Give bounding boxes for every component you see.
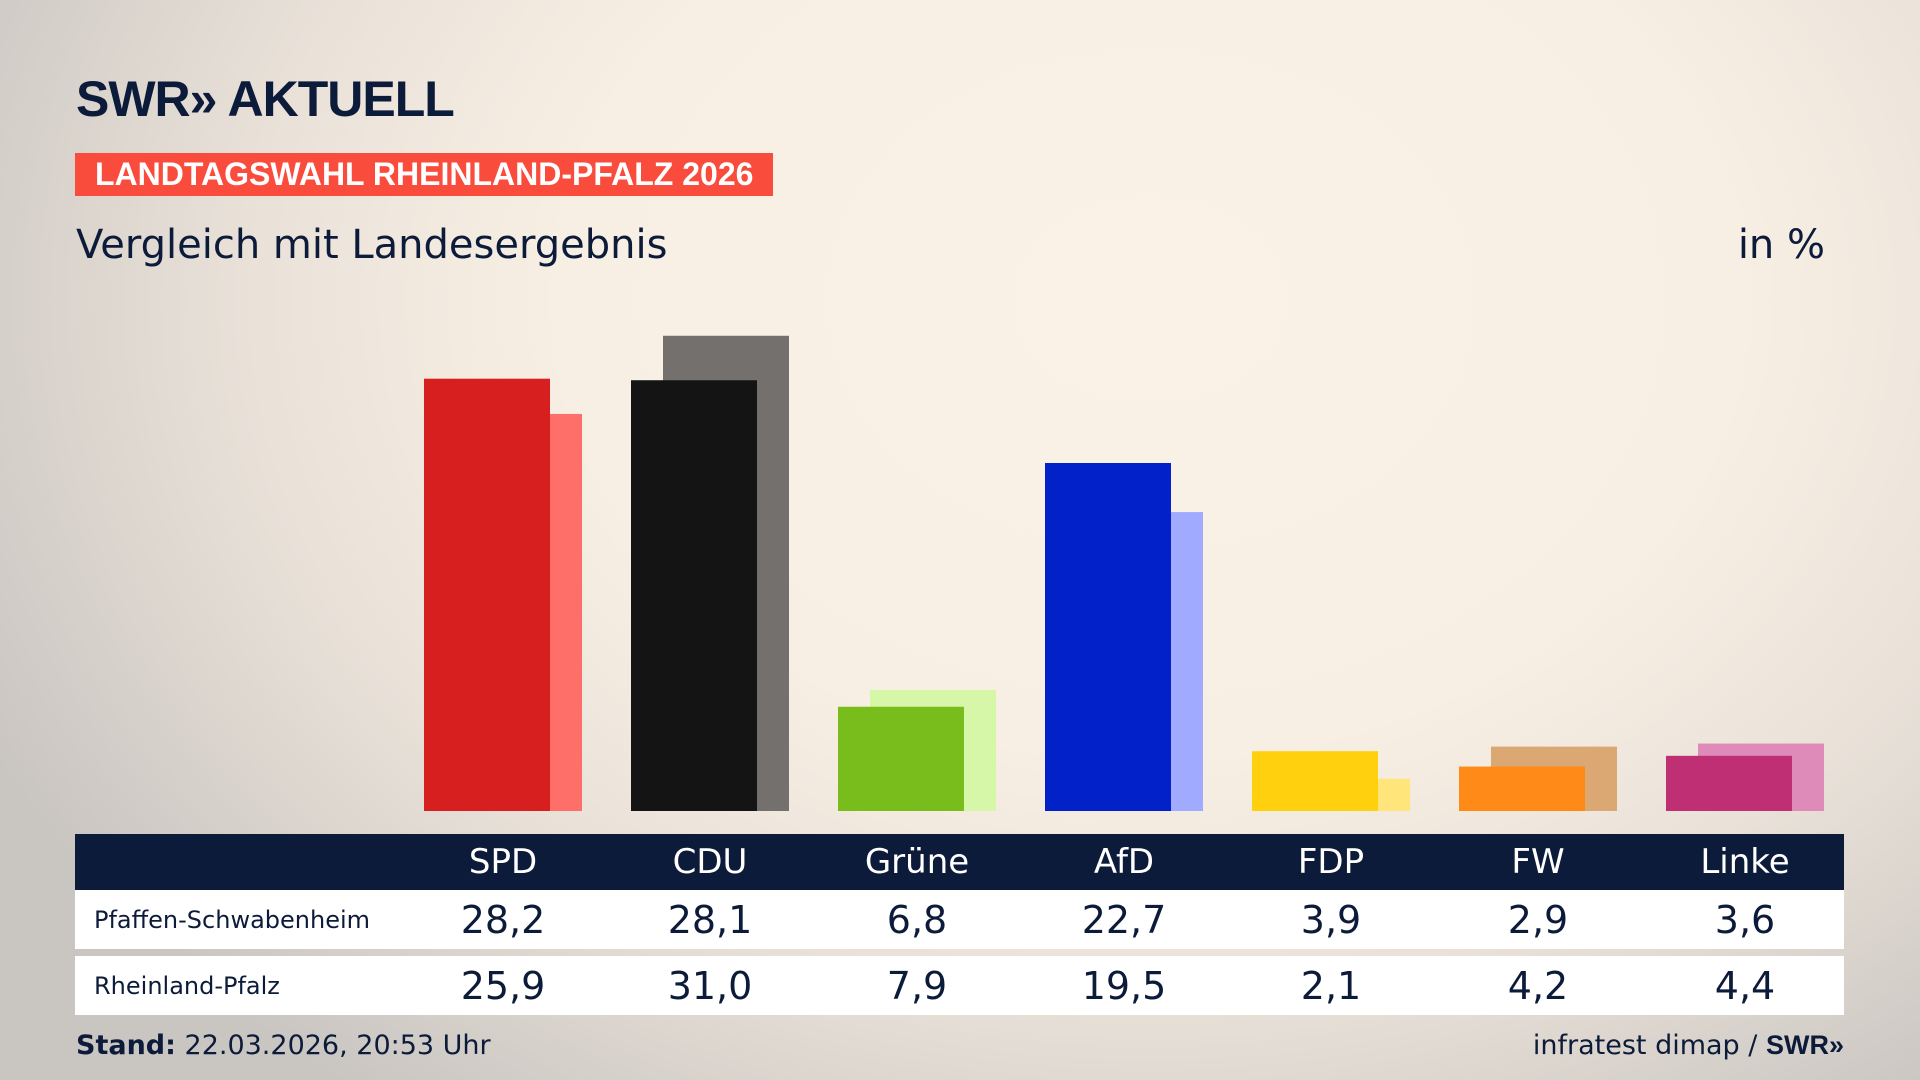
party-header: FDP <box>1297 842 1365 882</box>
value-cell: 28,2 <box>460 897 546 942</box>
value-cell: 3,6 <box>1714 897 1776 942</box>
source-text: infratest dimap / <box>1532 1030 1758 1061</box>
swr-aktuell-logo: SWR» AKTUELL <box>76 71 455 127</box>
party-header: Grüne <box>864 842 970 882</box>
stand-value: 22.03.2026, 20:53 Uhr <box>184 1030 491 1061</box>
value-cell: 4,4 <box>1714 963 1776 1008</box>
source: infratest dimap / SWR» <box>1533 1030 1844 1061</box>
stand-label: Stand: <box>76 1030 176 1061</box>
bar-cdu-local <box>631 380 757 811</box>
chart-subtitle: Vergleich mit Landesergebnis <box>76 222 668 268</box>
value-cell: 6,8 <box>886 897 948 942</box>
value-cell: 31,0 <box>667 963 753 1008</box>
value-cell: 19,5 <box>1081 963 1167 1008</box>
party-header: FW <box>1511 842 1565 882</box>
table-header: SPD CDU Grüne AfD FDP FW Linke <box>75 834 1844 890</box>
timestamp: Stand: 22.03.2026, 20:53 Uhr <box>76 1030 491 1061</box>
value-cell: 2,9 <box>1507 897 1569 942</box>
swr-logo: SWR» <box>1765 1030 1844 1060</box>
value-cell: 2,1 <box>1300 963 1362 1008</box>
bar-linke-local <box>1666 755 1792 811</box>
value-cell: 25,9 <box>460 963 546 1008</box>
value-cell: 3,9 <box>1300 897 1362 942</box>
bar-fw-local <box>1459 766 1585 811</box>
value-cell: 7,9 <box>886 963 948 1008</box>
party-header: AfD <box>1093 842 1155 882</box>
row-label: Pfaffen-Schwabenheim <box>94 905 371 934</box>
unit-label: in % <box>1737 222 1825 268</box>
table-row: Rheinland-Pfalz 25,9 31,0 7,9 19,5 2,1 4,2 4,4 <box>75 956 1844 1015</box>
row-label: Rheinland-Pfalz <box>94 971 280 1000</box>
value-cell: 4,2 <box>1507 963 1569 1008</box>
bar-fdp-local <box>1252 751 1378 811</box>
election-banner: LANDTAGSWAHL RHEINLAND-PFALZ 2026 <box>75 153 774 196</box>
bar-spd-local <box>424 378 550 811</box>
bar-grüne-local <box>838 706 964 811</box>
table-row: Pfaffen-Schwabenheim 28,2 28,1 6,8 22,7 3,9 2… <box>75 890 1844 949</box>
bar-afd-local <box>1045 463 1171 811</box>
party-header: CDU <box>672 842 748 882</box>
value-cell: 28,1 <box>667 897 753 942</box>
party-header: SPD <box>468 842 538 882</box>
value-cell: 22,7 <box>1081 897 1167 942</box>
party-header: Linke <box>1700 842 1790 882</box>
